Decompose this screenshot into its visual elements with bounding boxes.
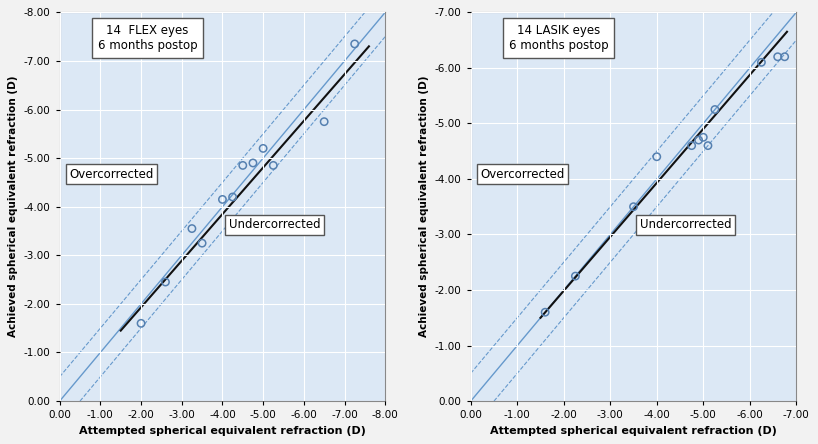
Point <box>216 196 229 203</box>
Text: Undercorrected: Undercorrected <box>640 218 731 231</box>
Point <box>186 225 199 232</box>
Point <box>348 40 362 48</box>
X-axis label: Attempted spherical equivalent refraction (D): Attempted spherical equivalent refractio… <box>490 426 777 436</box>
Point <box>697 134 710 141</box>
Point <box>569 273 582 280</box>
Point <box>708 106 721 113</box>
Text: Undercorrected: Undercorrected <box>229 218 321 231</box>
Text: Overcorrected: Overcorrected <box>480 168 565 181</box>
Point <box>226 194 239 201</box>
Text: 14 LASIK eyes
6 months postop: 14 LASIK eyes 6 months postop <box>509 24 609 52</box>
Text: Overcorrected: Overcorrected <box>70 168 154 181</box>
Point <box>639 217 652 224</box>
Point <box>755 59 768 66</box>
Point <box>159 278 172 285</box>
Text: 14  FLEX eyes
6 months postop: 14 FLEX eyes 6 months postop <box>97 24 197 52</box>
Point <box>778 53 791 60</box>
Point <box>650 153 663 160</box>
Point <box>771 53 784 60</box>
Point <box>257 145 270 152</box>
Point <box>627 203 640 210</box>
Point <box>685 142 699 149</box>
Point <box>134 320 147 327</box>
X-axis label: Attempted spherical equivalent refraction (D): Attempted spherical equivalent refractio… <box>79 426 366 436</box>
Point <box>236 162 249 169</box>
Point <box>267 162 280 169</box>
Point <box>692 136 705 143</box>
Y-axis label: Achieved spherical equivalent refraction (D): Achieved spherical equivalent refraction… <box>8 76 18 337</box>
Point <box>246 159 259 166</box>
Point <box>317 118 330 125</box>
Point <box>701 142 714 149</box>
Point <box>196 240 209 247</box>
Y-axis label: Achieved spherical equivalent refraction (D): Achieved spherical equivalent refraction… <box>420 76 429 337</box>
Point <box>538 309 551 316</box>
